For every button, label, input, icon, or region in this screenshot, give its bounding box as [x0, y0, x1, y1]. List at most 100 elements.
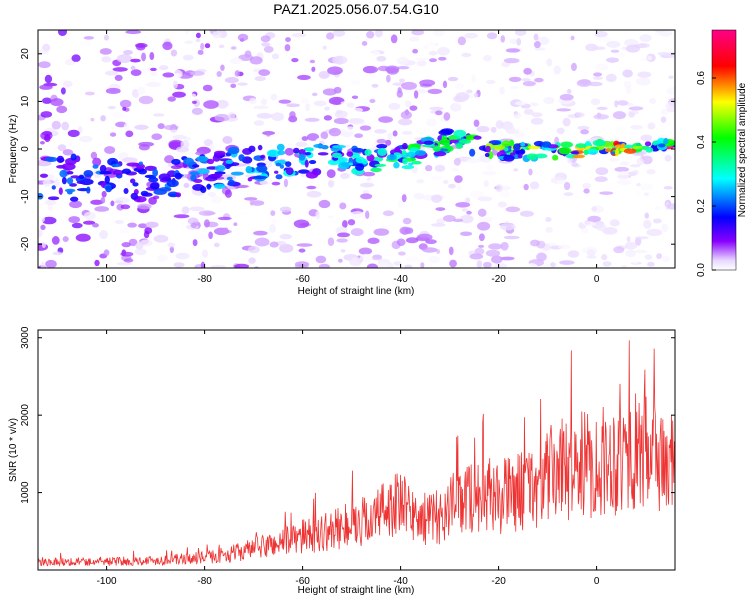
noise-blob [607, 181, 618, 191]
colorbar-tick-label: 0.4 [696, 135, 707, 149]
noise-blob [543, 96, 555, 105]
noise-blob [57, 30, 68, 37]
noise-blob [159, 166, 171, 171]
noise-blob [57, 144, 67, 152]
noise-blob [192, 239, 198, 247]
noise-blob [374, 129, 387, 134]
x-tick-label: -80 [197, 576, 212, 587]
noise-blob [202, 84, 213, 92]
noise-blob [67, 129, 80, 138]
snr-frame [37, 329, 676, 571]
noise-blob [92, 157, 102, 167]
noise-blob [534, 84, 540, 92]
noise-blob [216, 71, 222, 78]
noise-blob [664, 154, 672, 162]
noise-blob [214, 242, 220, 248]
noise-blob [100, 196, 106, 204]
noise-blob [460, 231, 473, 236]
ridge-blob [401, 165, 415, 170]
ridge-blob [70, 153, 77, 161]
noise-blob [635, 236, 649, 240]
ridge-blob [298, 148, 306, 156]
noise-blob [562, 117, 571, 127]
noise-blob [62, 80, 73, 88]
x-tick-label: -40 [393, 576, 408, 587]
ridge-blob [364, 149, 372, 157]
noise-blob [344, 144, 350, 148]
ridge-blob [346, 151, 354, 157]
ridge-blob [245, 165, 253, 174]
noise-blob [416, 60, 427, 67]
noise-blob [41, 241, 46, 248]
noise-blob [396, 238, 406, 247]
noise-blob [253, 230, 268, 236]
ridge-blob [129, 178, 136, 184]
noise-blob [349, 211, 365, 218]
noise-blob [327, 179, 335, 188]
noise-blob [120, 251, 134, 257]
ridge-blob [560, 141, 573, 148]
noise-blob [490, 126, 497, 133]
noise-blob [350, 228, 364, 236]
ridge-blob [298, 153, 306, 161]
noise-blob [428, 255, 440, 264]
noise-blob [644, 254, 653, 260]
noise-blob [634, 190, 642, 196]
x-tick-label: -40 [393, 274, 408, 285]
noise-blob [234, 263, 250, 268]
noise-blob [416, 233, 433, 241]
noise-blob [660, 116, 667, 123]
noise-blob [172, 91, 186, 98]
noise-blob [333, 117, 349, 125]
noise-blob [482, 216, 493, 223]
noise-blob [137, 86, 146, 95]
spectrogram-blobs [38, 30, 675, 268]
colorbar-tick-label: 0.2 [696, 199, 707, 213]
ridge-blob [158, 187, 172, 192]
noise-blob [636, 182, 641, 187]
noise-blob [625, 85, 632, 95]
ridge-blob [259, 155, 266, 159]
noise-blob [593, 114, 609, 120]
noise-blob [503, 57, 520, 64]
y-tick-label: 3000 [20, 326, 31, 349]
noise-blob [661, 223, 669, 233]
noise-blob [332, 98, 342, 105]
noise-blob [435, 207, 446, 211]
noise-blob [416, 179, 425, 184]
ridge-blob [197, 168, 210, 175]
noise-blob [214, 113, 230, 122]
noise-blob [654, 30, 666, 33]
ridge-blob [401, 150, 407, 156]
ridge-blob [469, 148, 476, 157]
ridge-blob [238, 154, 245, 162]
noise-blob [222, 227, 229, 234]
noise-blob [455, 202, 471, 208]
noise-blob [170, 49, 178, 57]
colorbar-ticks: 0.0 0.2 0.4 0.6 [696, 71, 716, 277]
ridge-blob [175, 192, 182, 198]
noise-blob [523, 67, 532, 75]
ridge-blob [558, 147, 572, 155]
noise-blob [398, 118, 413, 126]
noise-blob [376, 138, 387, 144]
ridge-blob [487, 151, 494, 160]
noise-blob [94, 259, 100, 267]
noise-blob [402, 130, 413, 135]
noise-blob [298, 248, 306, 253]
noise-blob [461, 208, 469, 212]
ridge-blob [44, 156, 58, 162]
noise-blob [172, 69, 183, 79]
noise-blob [371, 255, 383, 261]
noise-blob [401, 81, 418, 90]
noise-blob [309, 59, 316, 64]
noise-blob [100, 115, 106, 122]
ridge-blob [332, 144, 346, 149]
noise-blob [349, 118, 365, 125]
ridge-blob [484, 152, 490, 158]
noise-blob [590, 98, 601, 106]
noise-blob [328, 127, 341, 137]
noise-blob [260, 35, 271, 43]
